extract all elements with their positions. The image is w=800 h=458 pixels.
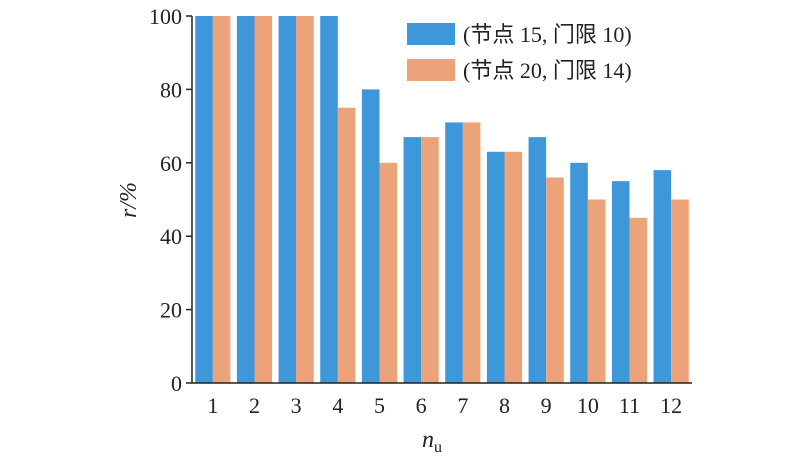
bar-series-1-cat-7 (445, 122, 463, 384)
bar-series-2-cat-5 (379, 162, 398, 383)
bar-series-2-cat-1 (212, 16, 231, 383)
bar-series-2-cat-4 (337, 107, 356, 383)
legend-swatch-2 (407, 59, 455, 81)
y-tick-label-60: 60 (160, 151, 182, 176)
bar-series-2-cat-3 (296, 16, 314, 383)
y-tick-label-0: 0 (171, 371, 182, 396)
x-tick-label-8: 8 (499, 393, 510, 418)
x-tick-label-7: 7 (457, 393, 468, 418)
x-tick-label-6: 6 (416, 393, 427, 418)
bar-series-1-cat-10 (570, 162, 588, 383)
bar-series-2-cat-9 (546, 177, 564, 383)
legend-swatch-1 (407, 23, 455, 45)
bar-series-1-cat-8 (486, 151, 505, 383)
bar-series-2-cat-2 (254, 16, 273, 383)
bar-series-2-cat-11 (629, 217, 648, 383)
bar-series-1-cat-3 (278, 16, 297, 383)
axes-group (191, 16, 692, 384)
bar-series-1-cat-12 (653, 170, 672, 383)
x-axis-title-sub: u (434, 439, 442, 456)
x-axis-title: nu (422, 427, 442, 456)
y-axis-title: r/% (116, 182, 142, 218)
bars-group (195, 16, 689, 384)
x-ticks-group: 1 2 3 4 5 6 7 8 9 10 11 12 (207, 393, 682, 418)
bar-series-2-cat-8 (504, 151, 523, 383)
bar-series-1-cat-4 (320, 16, 338, 383)
x-tick-label-10: 10 (577, 393, 599, 418)
bar-series-1-cat-11 (611, 181, 630, 383)
bar-series-1-cat-9 (528, 137, 547, 383)
legend-label-2: (节点 20, 门限 14) (463, 58, 632, 83)
bar-series-2-cat-7 (462, 122, 481, 384)
y-tick-label-80: 80 (160, 77, 182, 102)
x-tick-label-1: 1 (207, 393, 218, 418)
y-ticks-group: 0 20 40 60 80 100 (149, 4, 192, 396)
bar-series-1-cat-1 (195, 16, 213, 383)
bar-series-2-cat-12 (671, 199, 689, 383)
legend: (节点 15, 门限 10) (节点 20, 门限 14) (407, 22, 632, 83)
bar-series-1-cat-5 (361, 89, 380, 384)
x-tick-label-11: 11 (619, 393, 640, 418)
x-tick-label-2: 2 (249, 393, 260, 418)
x-tick-label-12: 12 (660, 393, 682, 418)
legend-label-1: (节点 15, 门限 10) (463, 22, 632, 47)
y-tick-label-100: 100 (149, 4, 182, 29)
x-tick-label-9: 9 (541, 393, 552, 418)
y-tick-label-40: 40 (160, 224, 182, 249)
bar-series-1-cat-2 (236, 16, 255, 383)
y-tick-label-20: 20 (160, 298, 182, 323)
x-tick-label-3: 3 (291, 393, 302, 418)
x-tick-label-5: 5 (374, 393, 385, 418)
x-tick-label-4: 4 (332, 393, 343, 418)
bar-series-2-cat-6 (421, 137, 439, 383)
bar-series-2-cat-10 (587, 199, 606, 383)
bar-series-1-cat-6 (403, 137, 422, 383)
x-axis-title-main: n (422, 427, 434, 453)
